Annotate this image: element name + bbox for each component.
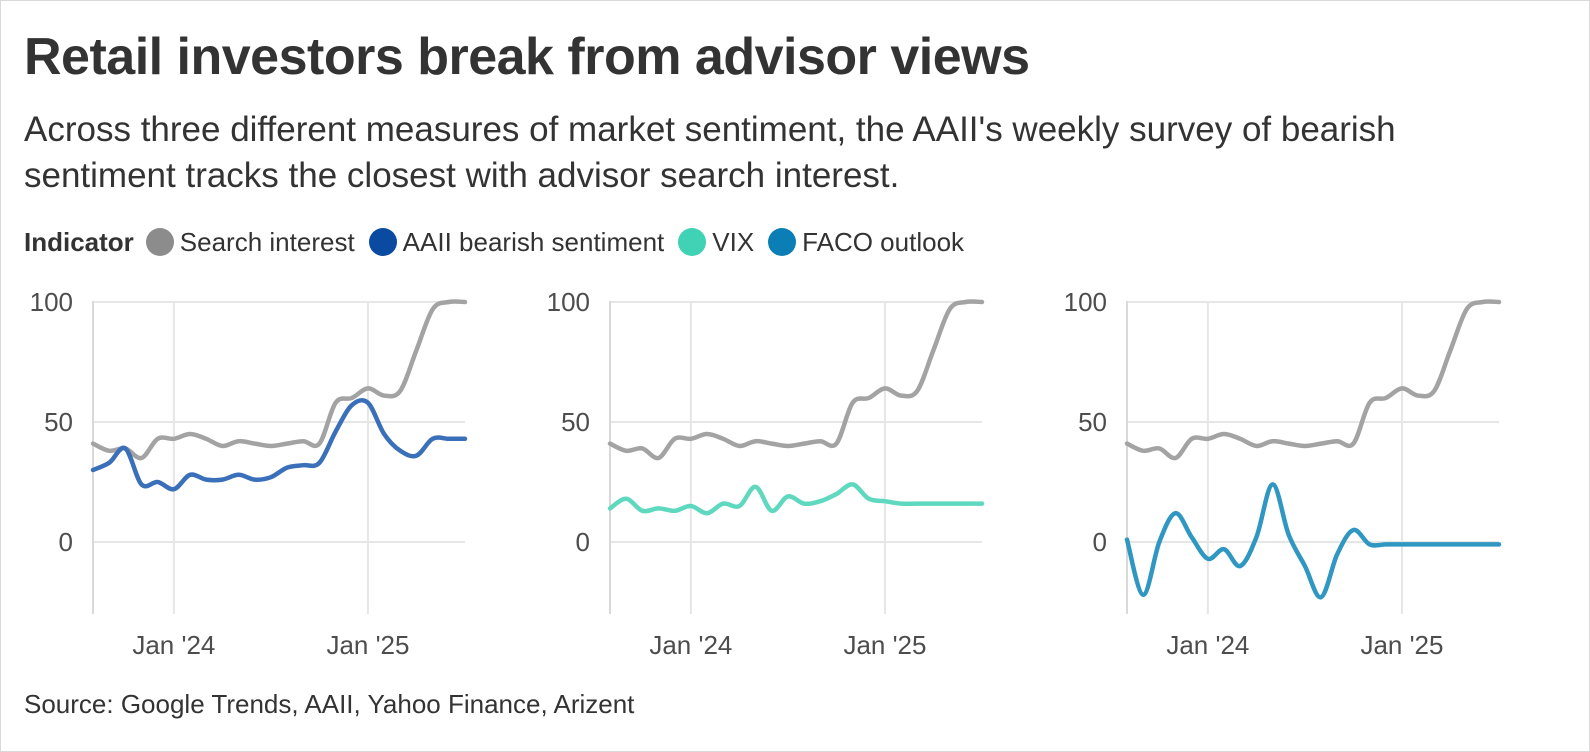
legend-title: Indicator — [24, 226, 134, 257]
series-line-vix — [607, 482, 985, 516]
x-tick-label: Jan '24 — [132, 630, 215, 660]
legend-swatch-vix — [678, 228, 707, 256]
series-line-aaii-bearish-sentiment — [90, 397, 468, 492]
y-tick-label: 0 — [1093, 527, 1107, 557]
legend-item-search-interest[interactable]: Search interest — [145, 226, 355, 258]
y-tick-label: 50 — [1078, 407, 1107, 437]
y-tick-label: 100 — [547, 287, 590, 317]
legend-label: VIX — [712, 226, 755, 257]
legend-item-faco[interactable]: FACO outlook — [768, 227, 964, 258]
y-tick-label: 50 — [561, 407, 590, 437]
y-tick-label: 0 — [59, 527, 73, 557]
x-tick-label: Jan '25 — [843, 630, 926, 660]
y-tick-label: 100 — [1064, 287, 1107, 317]
source-note: Source: Google Trends, AAII, Yahoo Finan… — [24, 689, 635, 719]
series-line-faco-outlook — [1124, 482, 1502, 600]
legend-swatch-search-interest — [145, 228, 174, 256]
legend-label: Search interest — [179, 226, 355, 257]
series-line-search-interest — [90, 299, 468, 461]
legend-label: AAII bearish sentiment — [402, 226, 665, 257]
legend-item-vix[interactable]: VIX — [678, 227, 754, 258]
y-tick-label: 0 — [576, 527, 590, 557]
legend-swatch-faco — [768, 228, 797, 256]
legend: Indicator Search interest AAII bearish s… — [24, 227, 978, 257]
chart-title: Retail investors break from advisor view… — [24, 28, 1030, 86]
chart-subtitle: Across three different measures of marke… — [24, 110, 1396, 195]
series-line-search-interest — [1124, 299, 1502, 461]
small-multiples-charts: 0 50 100 Jan '24 Jan '25 0 50 100 Jan '24 Jan '25… — [30, 287, 1502, 660]
series-line-search-interest — [607, 299, 985, 461]
x-tick-label: Jan '25 — [1360, 630, 1443, 660]
x-tick-label: Jan '24 — [1166, 630, 1249, 660]
x-tick-label: Jan '25 — [326, 630, 409, 660]
y-tick-label: 100 — [30, 287, 73, 317]
x-tick-label: Jan '24 — [649, 630, 732, 660]
legend-item-aaii[interactable]: AAII bearish sentiment — [368, 226, 665, 258]
y-tick-label: 50 — [44, 407, 73, 437]
legend-label: FACO outlook — [802, 226, 965, 257]
legend-swatch-aaii — [368, 228, 397, 256]
